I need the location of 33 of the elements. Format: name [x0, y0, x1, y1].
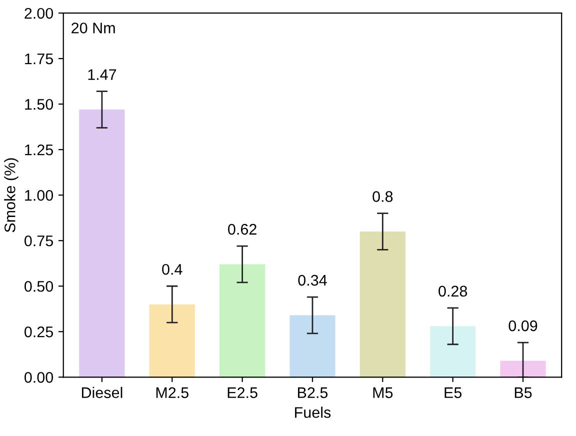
y-tick-label: 0.75: [24, 235, 53, 246]
data-label: 0.09: [508, 320, 538, 332]
y-tick-label: 0.00: [24, 372, 54, 383]
bar: [79, 110, 125, 378]
bar: [500, 360, 546, 378]
y-tick-label: 0.25: [24, 326, 53, 338]
x-tick-label: M2.5: [156, 387, 188, 398]
data-label: 0.62: [228, 224, 256, 235]
data-label: 1.47: [88, 69, 116, 80]
x-tick-label: E5: [444, 387, 462, 398]
y-tick-label: 2.00: [24, 8, 54, 19]
y-axis-title: Smoke (%): [4, 158, 18, 232]
bar: [290, 315, 336, 378]
x-tick-label: E2.5: [228, 387, 258, 398]
x-tick-label: Diesel: [82, 386, 122, 398]
bar: [220, 264, 266, 378]
bar: [360, 232, 406, 378]
x-tick-label: B2.5: [298, 387, 328, 398]
y-tick-label: 0.50: [24, 280, 54, 292]
y-tick-label: 1.75: [25, 54, 53, 64]
y-tick-label: 1.00: [25, 190, 54, 201]
data-label: 0.28: [438, 286, 468, 297]
x-tick-label: M5: [373, 387, 393, 398]
data-label: 0.8: [372, 191, 393, 202]
data-label: 0.4: [162, 264, 182, 275]
x-axis-title: Fuels: [295, 406, 331, 418]
x-tick-label: B5: [514, 387, 532, 398]
y-tick-label: 1.25: [25, 144, 53, 156]
data-label: 0.34: [298, 274, 327, 286]
bar: [430, 326, 476, 378]
annotation: 20 Nm: [72, 22, 115, 34]
bar: [149, 304, 195, 378]
y-tick-label: 1.50: [25, 98, 54, 110]
